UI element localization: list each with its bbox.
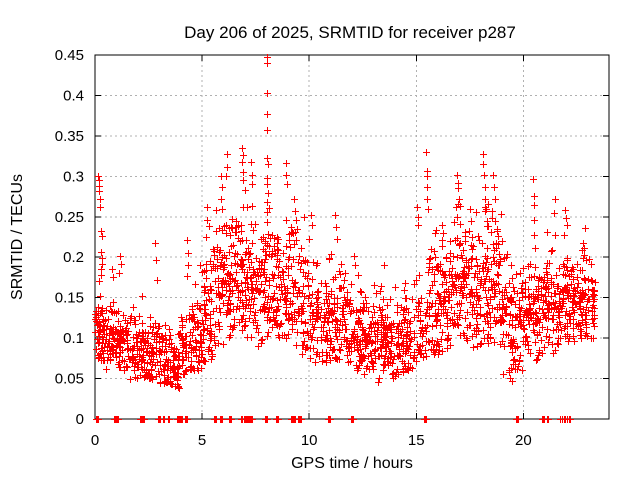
x-tick-label: 15 [408,432,425,449]
y-tick-label: 0.3 [63,168,84,185]
y-tick-label: 0.35 [55,128,84,145]
y-tick-label: 0 [76,411,84,428]
tick-labels: 0 5 10 15 20 0 0.05 0.1 0.15 0.2 0.25 0.3 0.35 0.4 0.4… [55,47,532,449]
y-tick-label: 0.4 [63,87,84,104]
y-tick-label: 0.1 [63,330,84,347]
x-tick-label: 20 [515,432,532,449]
y-tick-label: 0.45 [55,47,84,64]
y-tick-label: 0.25 [55,209,84,226]
y-tick-label: 0.05 [55,371,84,388]
x-axis-label: GPS time / hours [291,455,413,472]
y-axis-label: SRMTID / TECUs [9,174,26,300]
scatter-points [92,54,599,423]
y-tick-label: 0.2 [63,249,84,266]
x-tick-label: 10 [301,432,318,449]
x-tick-label: 5 [198,432,206,449]
chart-title: Day 206 of 2025, SRMTID for receiver p28… [184,23,516,42]
x-tick-label: 0 [91,432,99,449]
y-tick-label: 0.15 [55,290,84,307]
